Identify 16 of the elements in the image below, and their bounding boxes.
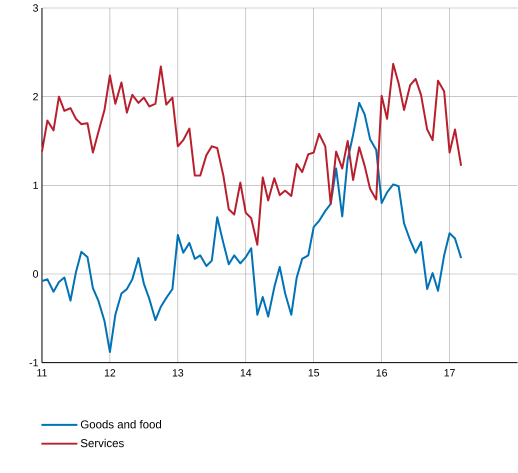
x-tick-label: 12 [104, 369, 116, 377]
y-tick-label: 2 [33, 93, 38, 101]
y-tick-label: 3 [33, 4, 38, 12]
y-tick-label: 1 [33, 182, 38, 190]
x-tick-label: 14 [240, 369, 252, 377]
y-tick-label: 0 [33, 270, 38, 278]
x-tick-label: 16 [376, 369, 387, 377]
legend-label: Goods and food [80, 420, 162, 429]
y-tick-label: -1 [30, 359, 38, 366]
x-tick-label: 17 [444, 369, 455, 377]
x-tick-label: 15 [308, 369, 320, 377]
line-series [40, 102, 462, 354]
line-series [40, 63, 462, 246]
x-tick-label: 11 [37, 369, 47, 377]
legend-label: Services [80, 439, 124, 448]
x-tick-label: 13 [172, 369, 184, 377]
